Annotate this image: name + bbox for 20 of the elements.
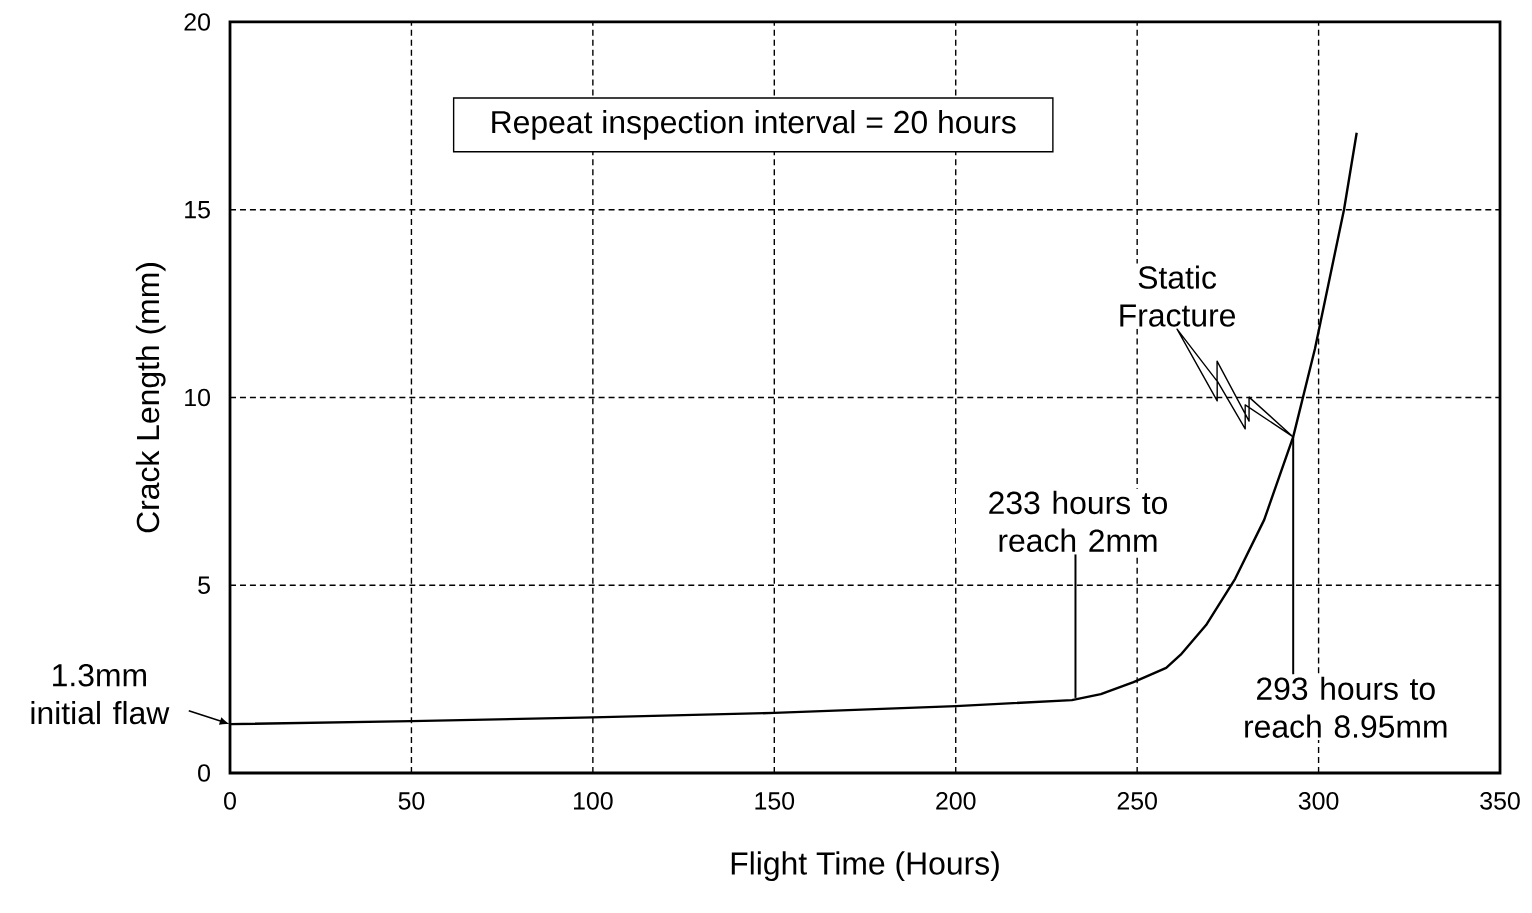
annotation: 293 hours to reach 8.95mm (1245, 676, 1447, 738)
x-tick-label: 50 (398, 792, 425, 810)
x-tick-label: 350 (1480, 792, 1520, 810)
x-axis-title: Flight Time (Hours) (731, 851, 999, 882)
x-tick-label: 200 (936, 792, 976, 810)
annotation: Repeat inspection interval = 20 hours (492, 110, 1016, 140)
y-tick-label: 15 (185, 201, 210, 219)
y-tick-label: 0 (198, 764, 210, 782)
x-tick-label: 300 (1298, 792, 1339, 810)
x-tick-label: 150 (755, 792, 795, 810)
annotation: Static Fracture (1120, 265, 1235, 327)
annotation: 233 hours to reach 2mm (989, 490, 1167, 553)
annotation: 1.3mm initial flaw (31, 663, 170, 725)
x-tick-label: 250 (1117, 792, 1157, 810)
x-tick-label: 100 (574, 792, 613, 810)
x-tick-label: 0 (224, 792, 236, 810)
y-tick-label: 10 (185, 388, 210, 407)
y-axis-title: Crack Length (mm) (135, 263, 166, 533)
y-tick-label: 20 (184, 13, 210, 31)
y-tick-label: 5 (198, 576, 210, 594)
